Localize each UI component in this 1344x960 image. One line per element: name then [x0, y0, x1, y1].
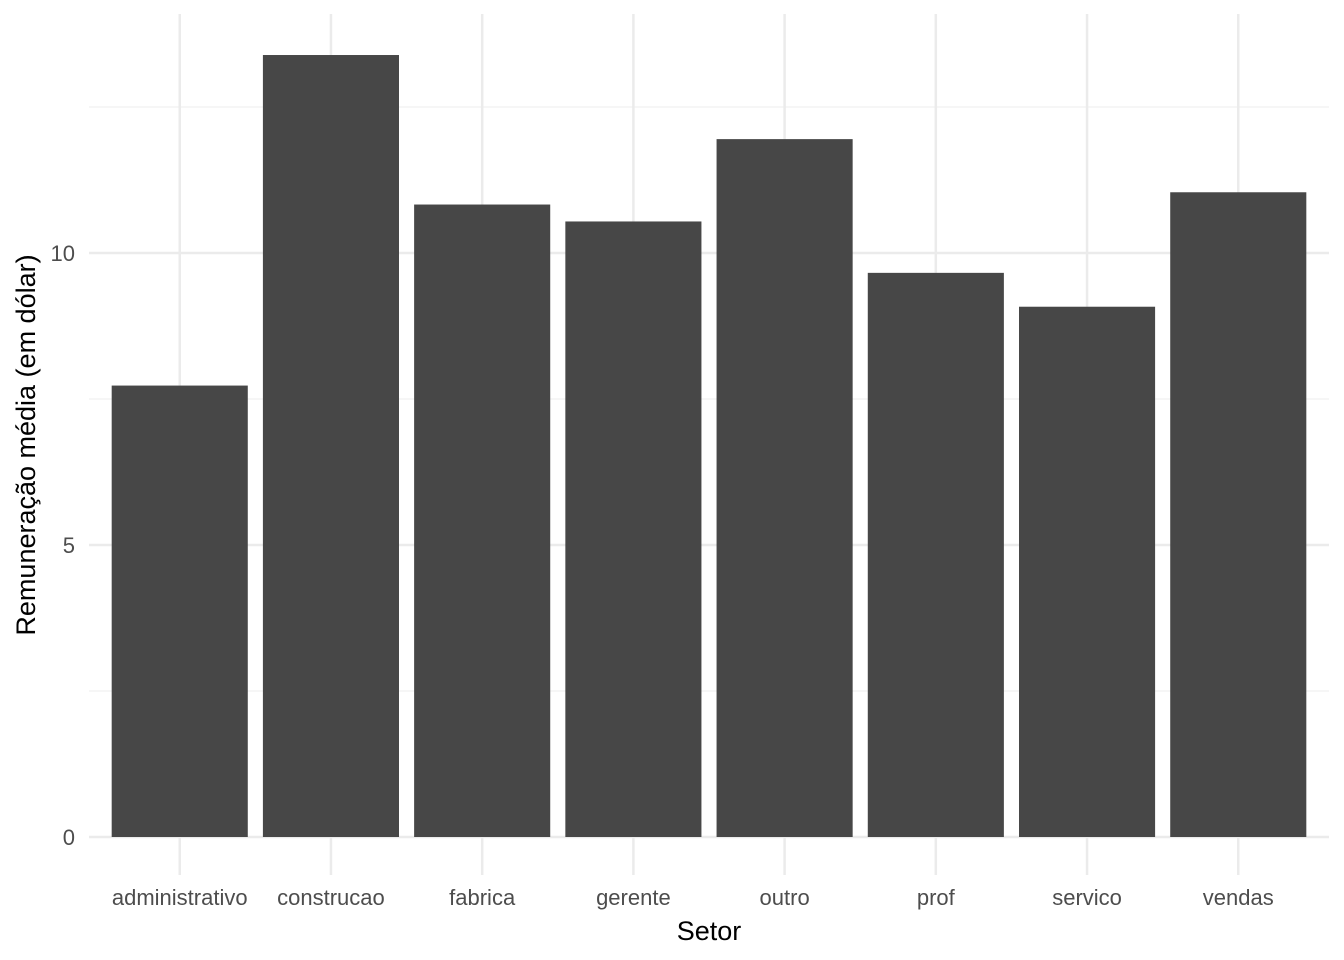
x-tick-label: fabrica: [449, 885, 516, 910]
bars: [111, 55, 1307, 838]
x-axis-title: Setor: [677, 916, 742, 946]
bar-outro: [716, 139, 853, 837]
x-tick-label: prof: [917, 885, 956, 910]
x-axis-tick-labels: administrativo construcao fabrica gerente ou…: [112, 885, 1274, 910]
x-tick-label: gerente: [596, 885, 671, 910]
y-axis-tick-labels: 0 5 10: [51, 241, 75, 850]
y-tick-label: 0: [63, 825, 75, 850]
bar-administrativo: [111, 385, 248, 837]
x-tick-label: construcao: [277, 885, 385, 910]
bar-servico: [1019, 306, 1156, 837]
bar-vendas: [1170, 192, 1307, 837]
x-tick-label: outro: [760, 885, 810, 910]
y-tick-label: 10: [51, 241, 75, 266]
y-tick-label: 5: [63, 533, 75, 558]
y-axis-title: Remuneração média (em dólar): [11, 254, 41, 635]
x-tick-label: servico: [1052, 885, 1122, 910]
bar-gerente: [565, 221, 702, 838]
x-tick-label: vendas: [1203, 885, 1274, 910]
bar-fabrica: [414, 204, 551, 837]
bar-prof: [867, 272, 1004, 838]
bar-construcao: [262, 55, 399, 838]
x-tick-label: administrativo: [112, 885, 248, 910]
